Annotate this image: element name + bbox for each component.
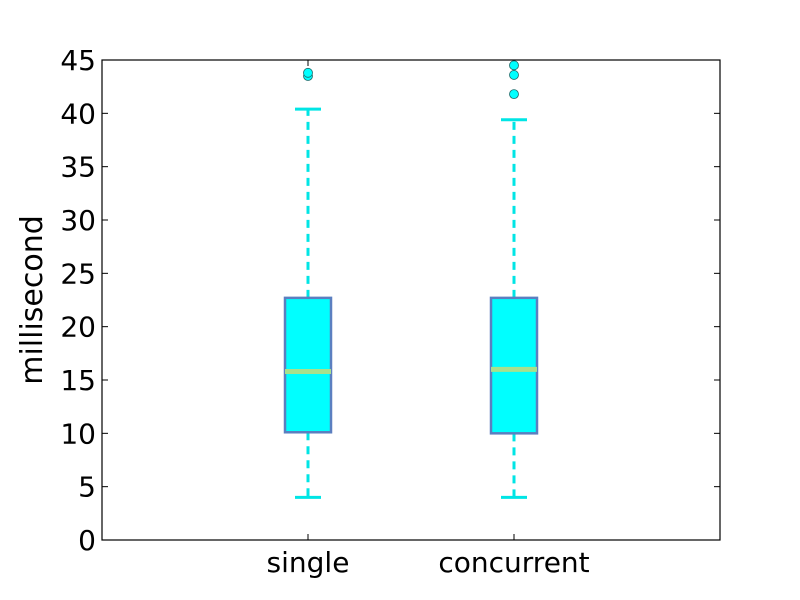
box-concurrent (489, 60, 539, 499)
box-layer (283, 60, 539, 499)
y-tick-label: 45 (60, 44, 96, 77)
box-single (283, 67, 333, 499)
y-tick-label: 40 (60, 97, 96, 130)
outlier-point (509, 89, 519, 100)
outlier-point (509, 60, 519, 71)
y-tick-label: 30 (60, 204, 96, 237)
x-tick-label-single: single (267, 546, 350, 579)
y-tick-label: 20 (60, 311, 96, 344)
x-tick-label-concurrent: concurrent (438, 546, 589, 579)
outlier-point (303, 67, 313, 78)
outlier-point (509, 70, 519, 80)
y-tick-label: 10 (60, 417, 96, 450)
box-iqr (283, 296, 333, 434)
box-iqr (489, 296, 539, 435)
y-tick-label: 35 (60, 151, 96, 184)
plot-frame (101, 59, 721, 541)
axes: 0 5 10 15 20 25 30 35 40 45 single concurrent (60, 44, 720, 579)
y-tick-label: 5 (78, 471, 96, 504)
y-tick-label: 25 (60, 257, 96, 290)
y-tick-label: 0 (78, 524, 96, 557)
y-tick-label: 15 (60, 364, 96, 397)
y-axis-label: millisecond (15, 215, 50, 385)
